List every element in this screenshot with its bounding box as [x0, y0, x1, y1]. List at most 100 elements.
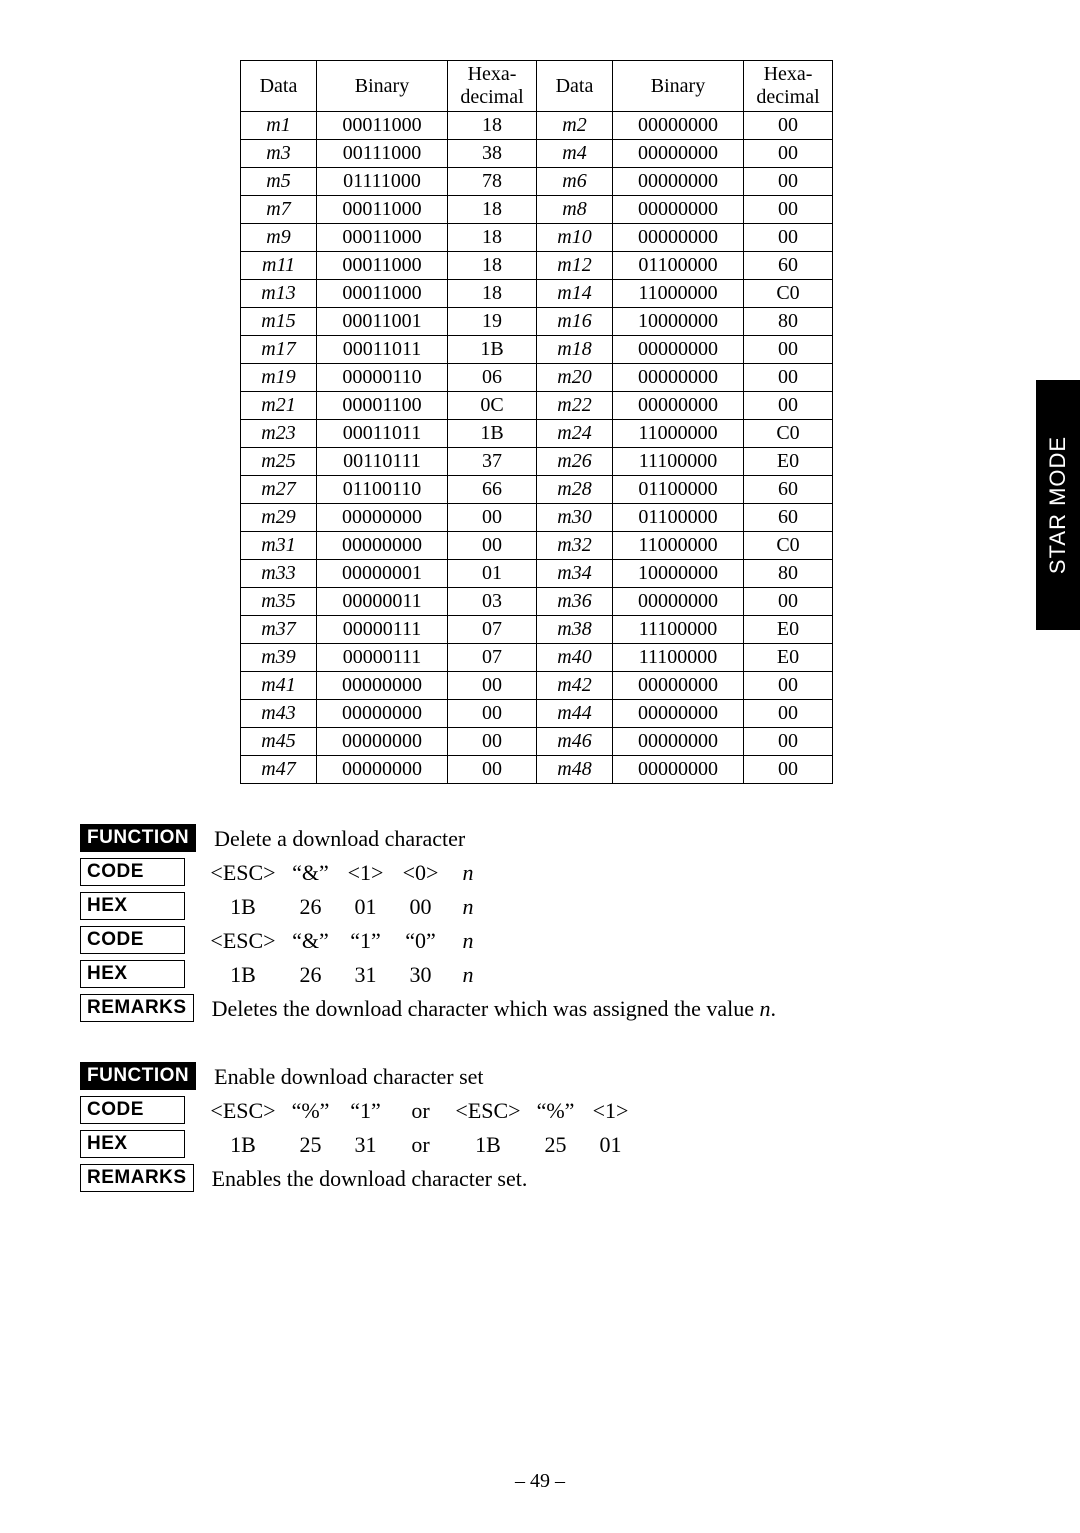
code-values-2: <ESC>“&”“1”“0”n	[203, 926, 488, 954]
label-function: FUNCTION	[80, 1062, 196, 1090]
table-cell: 00000000	[317, 672, 448, 700]
label-code: CODE	[80, 1096, 185, 1124]
table-cell: 11100000	[613, 644, 744, 672]
side-tab-label: STAR MODE	[1045, 436, 1071, 574]
seq-token: n	[448, 962, 488, 988]
table-cell: 00000000	[613, 336, 744, 364]
table-row: m110001100018m120110000060	[241, 252, 833, 280]
seq-token: <ESC>	[203, 928, 283, 954]
table-cell: 00011000	[317, 112, 448, 140]
table-cell: 00110111	[317, 448, 448, 476]
side-tab: STAR MODE	[1036, 380, 1080, 630]
hex-values: 1B2531or1B2501	[203, 1130, 638, 1158]
seq-token: “%”	[283, 1098, 338, 1124]
table-cell: 19	[448, 308, 537, 336]
table-cell: 00000110	[317, 364, 448, 392]
table-cell: m35	[241, 588, 317, 616]
table-cell: m3	[241, 140, 317, 168]
seq-token: n	[448, 894, 488, 920]
remarks-text: Deletes the download character which was…	[212, 994, 776, 1022]
table-cell: 18	[448, 196, 537, 224]
table-cell: 66	[448, 476, 537, 504]
table-cell: 00011011	[317, 336, 448, 364]
table-cell: 11100000	[613, 616, 744, 644]
table-cell: 00000000	[613, 588, 744, 616]
table-cell: 80	[744, 560, 833, 588]
table-cell: 78	[448, 168, 537, 196]
table-row: m290000000000m300110000060	[241, 504, 833, 532]
seq-token: <1>	[338, 860, 393, 886]
table-cell: 00000000	[613, 196, 744, 224]
table-cell: 00000000	[613, 364, 744, 392]
table-cell: 18	[448, 252, 537, 280]
seq-token: “0”	[393, 928, 448, 954]
table-row: m21000011000Cm220000000000	[241, 392, 833, 420]
table-cell: 0C	[448, 392, 537, 420]
function-text: Enable download character set	[214, 1062, 483, 1090]
table-cell: 07	[448, 644, 537, 672]
table-row: m350000001103m360000000000	[241, 588, 833, 616]
table-cell: m8	[537, 196, 613, 224]
table-cell: 11100000	[613, 448, 744, 476]
table-row: m330000000101m341000000080	[241, 560, 833, 588]
table-cell: 00000000	[317, 700, 448, 728]
data-table: DataBinaryHexa-decimalDataBinaryHexa-dec…	[240, 60, 833, 784]
table-row: m450000000000m460000000000	[241, 728, 833, 756]
seq-token: <0>	[393, 860, 448, 886]
table-cell: 11000000	[613, 420, 744, 448]
table-cell: m18	[537, 336, 613, 364]
seq-token: 1B	[203, 894, 283, 920]
seq-token: <ESC>	[448, 1098, 528, 1124]
table-header-cell: Data	[241, 61, 317, 112]
table-row: m10001100018m20000000000	[241, 112, 833, 140]
seq-token: 31	[338, 962, 393, 988]
table-row: m70001100018m80000000000	[241, 196, 833, 224]
label-function: FUNCTION	[80, 824, 196, 852]
table-cell: 00	[744, 196, 833, 224]
table-row: m17000110111Bm180000000000	[241, 336, 833, 364]
table-cell: 01100000	[613, 252, 744, 280]
label-code: CODE	[80, 858, 185, 886]
function-block-delete: FUNCTION Delete a download character COD…	[80, 824, 1000, 1022]
table-cell: 00000000	[613, 672, 744, 700]
table-cell: 00	[744, 168, 833, 196]
table-cell: 00	[744, 364, 833, 392]
seq-token: 25	[528, 1132, 583, 1158]
seq-token: 01	[583, 1132, 638, 1158]
table-cell: 01100110	[317, 476, 448, 504]
table-cell: 00000000	[613, 112, 744, 140]
table-cell: m28	[537, 476, 613, 504]
seq-token: 25	[283, 1132, 338, 1158]
table-cell: m1	[241, 112, 317, 140]
table-cell: E0	[744, 616, 833, 644]
table-row: m410000000000m420000000000	[241, 672, 833, 700]
label-hex: HEX	[80, 892, 185, 920]
table-cell: 07	[448, 616, 537, 644]
table-cell: m41	[241, 672, 317, 700]
table-row: m390000011107m4011100000E0	[241, 644, 833, 672]
code-values-1: <ESC>“&”<1><0>n	[203, 858, 488, 886]
table-cell: m48	[537, 756, 613, 784]
table-cell: 00	[448, 756, 537, 784]
table-cell: 00001100	[317, 392, 448, 420]
table-cell: m4	[537, 140, 613, 168]
table-cell: m2	[537, 112, 613, 140]
table-cell: m32	[537, 532, 613, 560]
seq-token: <1>	[583, 1098, 638, 1124]
table-cell: 03	[448, 588, 537, 616]
table-cell: 00	[744, 728, 833, 756]
table-row: m270110011066m280110000060	[241, 476, 833, 504]
seq-token: 1B	[203, 1132, 283, 1158]
seq-token: “1”	[338, 928, 393, 954]
table-cell: m36	[537, 588, 613, 616]
table-cell: 00000000	[613, 700, 744, 728]
table-cell: 60	[744, 252, 833, 280]
table-cell: m43	[241, 700, 317, 728]
table-cell: m40	[537, 644, 613, 672]
table-cell: m39	[241, 644, 317, 672]
table-row: m470000000000m480000000000	[241, 756, 833, 784]
table-cell: 18	[448, 280, 537, 308]
table-cell: 00000000	[613, 728, 744, 756]
table-cell: 00	[448, 672, 537, 700]
table-cell: E0	[744, 448, 833, 476]
